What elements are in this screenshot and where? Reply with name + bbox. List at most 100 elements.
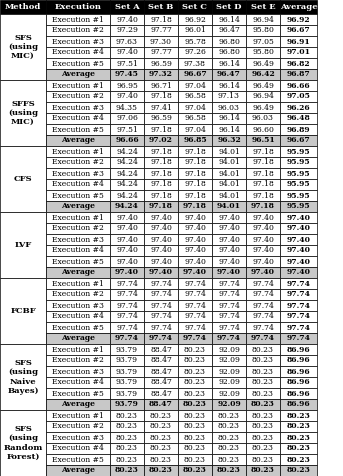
Text: 97.40: 97.40 — [286, 247, 310, 255]
Text: 97.04: 97.04 — [184, 126, 206, 133]
Text: 97.40: 97.40 — [251, 268, 275, 277]
Bar — [144, 102, 178, 113]
Text: Execution #2: Execution #2 — [52, 290, 104, 298]
Bar — [280, 256, 317, 267]
Bar — [46, 146, 110, 157]
Bar — [46, 91, 110, 102]
Text: 97.40: 97.40 — [252, 247, 274, 255]
Text: 86.96: 86.96 — [287, 367, 310, 376]
Bar — [246, 421, 280, 432]
Text: CFS: CFS — [14, 175, 32, 183]
Text: 88.47: 88.47 — [150, 378, 172, 387]
Bar — [246, 201, 280, 212]
Bar — [246, 267, 280, 278]
Bar — [46, 388, 110, 399]
Text: 86.96: 86.96 — [287, 357, 310, 365]
Text: 94.01: 94.01 — [218, 148, 240, 156]
Bar — [144, 377, 178, 388]
Bar — [144, 443, 178, 454]
Text: 97.40: 97.40 — [217, 268, 241, 277]
Bar — [178, 168, 212, 179]
Bar — [212, 366, 246, 377]
Text: 96.92: 96.92 — [184, 16, 206, 23]
Text: 80.23: 80.23 — [150, 434, 172, 442]
Text: 96.47: 96.47 — [218, 27, 240, 34]
Bar — [110, 179, 144, 190]
Text: Execution #1: Execution #1 — [52, 214, 104, 221]
Bar — [280, 135, 317, 146]
Bar — [178, 388, 212, 399]
Bar — [110, 421, 144, 432]
Bar — [46, 223, 110, 234]
Bar — [246, 377, 280, 388]
Text: Average: Average — [61, 400, 95, 408]
Text: 97.06: 97.06 — [116, 115, 138, 122]
Text: 80.23: 80.23 — [184, 367, 206, 376]
Bar — [144, 388, 178, 399]
Bar — [178, 454, 212, 465]
Text: 96.14: 96.14 — [218, 81, 240, 89]
Text: 80.23: 80.23 — [150, 456, 172, 464]
Bar — [178, 322, 212, 333]
Text: 97.40: 97.40 — [116, 258, 138, 266]
Text: 93.79: 93.79 — [116, 357, 138, 365]
Text: 97.74: 97.74 — [150, 313, 172, 320]
Bar — [178, 355, 212, 366]
Text: 97.40: 97.40 — [252, 214, 274, 221]
Text: 97.40: 97.40 — [184, 247, 206, 255]
Bar — [212, 190, 246, 201]
Text: 97.05: 97.05 — [286, 92, 310, 100]
Text: 80.23: 80.23 — [252, 434, 274, 442]
Text: 80.23: 80.23 — [184, 445, 206, 453]
Text: 80.23: 80.23 — [116, 445, 138, 453]
Text: 93.79: 93.79 — [116, 389, 138, 397]
Bar — [178, 465, 212, 476]
Bar — [144, 234, 178, 245]
Bar — [110, 25, 144, 36]
Text: Execution #1: Execution #1 — [52, 346, 104, 354]
Text: 96.48: 96.48 — [287, 115, 310, 122]
Bar — [144, 421, 178, 432]
Text: 96.14: 96.14 — [218, 115, 240, 122]
Text: 97.18: 97.18 — [150, 16, 172, 23]
Bar — [280, 289, 317, 300]
Text: 96.94: 96.94 — [252, 92, 274, 100]
Text: 88.47: 88.47 — [150, 346, 172, 354]
Text: 97.38: 97.38 — [184, 60, 206, 68]
Bar — [46, 102, 110, 113]
Bar — [0, 80, 46, 146]
Text: 96.85: 96.85 — [183, 137, 207, 145]
Text: 97.18: 97.18 — [184, 191, 206, 199]
Bar — [110, 289, 144, 300]
Text: 80.23: 80.23 — [286, 434, 310, 442]
Text: 97.74: 97.74 — [218, 324, 240, 331]
Text: 97.40: 97.40 — [116, 247, 138, 255]
Bar — [280, 245, 317, 256]
Bar — [46, 289, 110, 300]
Bar — [46, 179, 110, 190]
Bar — [144, 179, 178, 190]
Bar — [246, 322, 280, 333]
Bar — [46, 377, 110, 388]
Bar — [110, 465, 144, 476]
Bar — [110, 454, 144, 465]
Bar — [110, 135, 144, 146]
Bar — [110, 267, 144, 278]
Text: 80.23: 80.23 — [251, 466, 275, 475]
Bar — [144, 47, 178, 58]
Text: 97.45: 97.45 — [115, 70, 139, 79]
Bar — [144, 278, 178, 289]
Bar — [280, 212, 317, 223]
Bar — [246, 135, 280, 146]
Text: 97.41: 97.41 — [150, 103, 172, 111]
Bar — [280, 355, 317, 366]
Bar — [0, 212, 46, 278]
Text: 97.18: 97.18 — [251, 202, 275, 210]
Bar — [280, 344, 317, 355]
Text: 94.24: 94.24 — [116, 191, 138, 199]
Bar — [212, 388, 246, 399]
Text: 97.18: 97.18 — [184, 148, 206, 156]
Bar — [144, 58, 178, 69]
Text: 80.23: 80.23 — [116, 434, 138, 442]
Bar — [178, 179, 212, 190]
